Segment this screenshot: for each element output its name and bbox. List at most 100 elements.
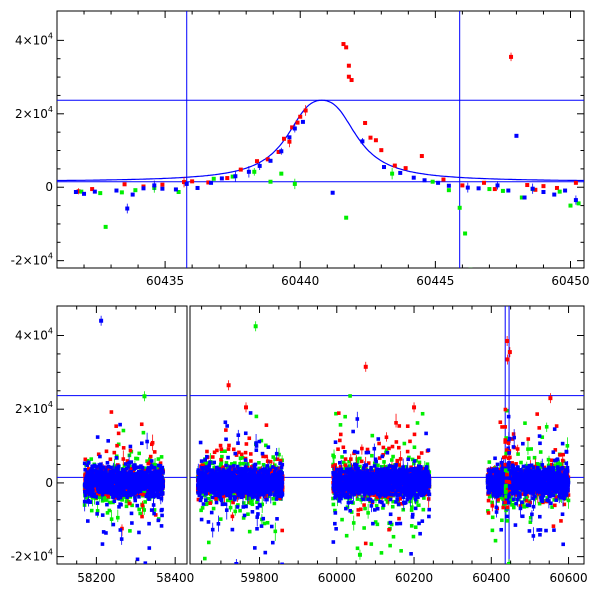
data-point	[237, 565, 241, 569]
data-point	[226, 447, 231, 451]
data-point	[95, 435, 100, 439]
data-point	[241, 501, 246, 505]
data-point	[89, 508, 94, 513]
data-point	[210, 468, 215, 473]
data-point	[245, 486, 249, 491]
data-point	[216, 521, 221, 526]
data-point	[159, 470, 164, 475]
data-point	[240, 455, 245, 460]
x-tick-label: 60435	[146, 274, 184, 288]
data-point	[98, 191, 103, 196]
data-point	[139, 464, 143, 468]
data-point	[141, 430, 146, 435]
data-point	[225, 424, 229, 428]
data-point	[99, 486, 103, 491]
data-point	[199, 459, 204, 463]
data-point	[103, 482, 108, 487]
data-point	[234, 475, 239, 479]
data-point	[277, 482, 282, 487]
data-point	[349, 78, 354, 83]
top-plot-area	[57, 11, 584, 268]
data-point	[205, 449, 209, 454]
data-point	[135, 503, 140, 508]
data-point	[232, 479, 236, 483]
plot-frame-segment	[56, 305, 188, 565]
data-point	[197, 493, 202, 498]
data-point	[124, 499, 129, 504]
data-point	[227, 443, 231, 448]
data-point	[206, 180, 211, 185]
data-point	[133, 480, 137, 485]
data-point	[303, 108, 308, 113]
data-point	[82, 191, 87, 196]
data-point	[233, 174, 238, 179]
data-point	[196, 478, 200, 483]
data-point	[487, 187, 492, 192]
top-plot-frame	[56, 10, 585, 269]
data-point	[151, 503, 156, 507]
data-point	[219, 176, 224, 181]
data-point	[94, 465, 99, 469]
data-point	[253, 467, 258, 472]
data-point	[130, 503, 134, 508]
data-point	[276, 494, 281, 498]
data-point	[268, 179, 273, 184]
data-point	[226, 493, 230, 498]
data-point	[147, 546, 152, 550]
bottom-plot-frames	[56, 305, 585, 565]
data-point	[202, 488, 207, 493]
data-point	[241, 505, 246, 509]
data-point	[196, 480, 201, 485]
data-point	[231, 500, 235, 505]
data-point	[267, 480, 271, 484]
data-point	[147, 490, 152, 495]
data-point	[223, 420, 228, 425]
data-point	[541, 190, 546, 195]
data-point	[152, 450, 157, 454]
data-point	[277, 489, 281, 494]
data-point	[159, 508, 164, 513]
data-point	[149, 465, 154, 469]
data-point	[267, 468, 271, 472]
data-point	[263, 495, 268, 499]
data-point	[200, 506, 205, 510]
data-point	[233, 461, 237, 465]
data-point	[441, 177, 446, 182]
data-point	[230, 527, 235, 532]
data-point	[573, 180, 578, 185]
data-point	[205, 501, 210, 505]
data-point	[106, 467, 110, 472]
data-point	[238, 167, 243, 172]
data-point	[129, 460, 134, 464]
data-point	[261, 462, 266, 467]
data-point	[103, 490, 107, 495]
data-point	[220, 494, 225, 499]
data-point	[202, 461, 206, 466]
data-point	[237, 450, 241, 455]
data-point	[116, 464, 121, 469]
data-point	[201, 502, 206, 506]
data-point	[104, 479, 108, 483]
data-point	[242, 483, 246, 487]
data-point	[208, 492, 213, 497]
data-point	[116, 481, 120, 485]
data-point	[209, 180, 214, 185]
data-point	[568, 203, 573, 208]
data-point	[273, 476, 278, 481]
data-point	[102, 486, 107, 491]
x-tick-label: 60450	[551, 274, 589, 288]
data-point	[220, 454, 224, 459]
data-point	[218, 464, 223, 469]
data-point	[140, 471, 145, 476]
data-point	[104, 449, 109, 454]
data-point	[99, 474, 104, 478]
data-point	[269, 524, 274, 529]
data-point	[152, 183, 157, 188]
data-point	[231, 465, 236, 470]
data-point	[254, 444, 259, 448]
data-point	[204, 491, 209, 496]
data-point	[514, 133, 519, 138]
data-point	[114, 424, 118, 428]
data-point	[257, 460, 261, 465]
data-point	[153, 475, 158, 480]
